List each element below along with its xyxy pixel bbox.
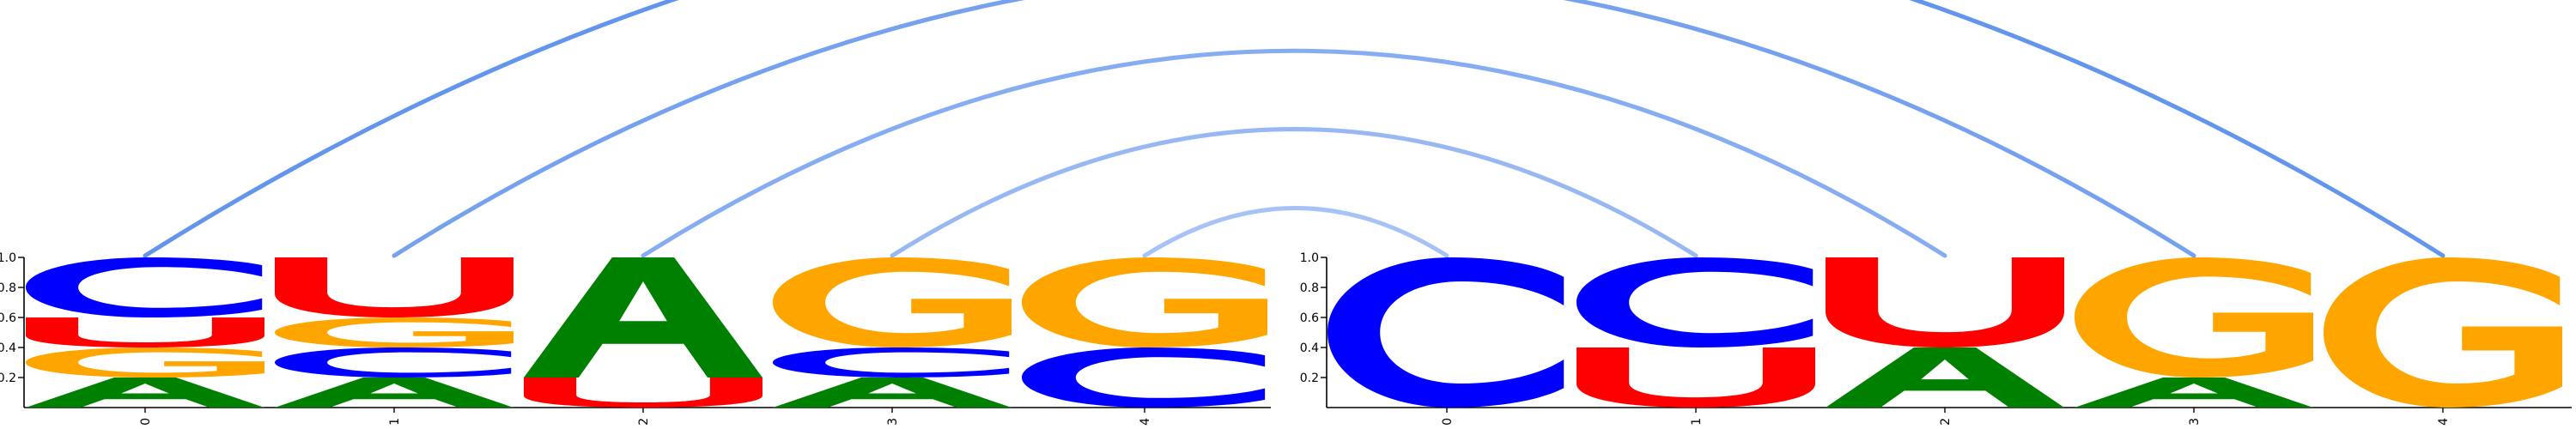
y-tick-label: 1.0 — [0, 251, 16, 265]
letter-c-glyph — [1327, 257, 1564, 408]
letter-u-glyph — [1826, 257, 2064, 347]
pair-arc — [143, 0, 2445, 258]
letter-u-glyph — [275, 257, 513, 317]
logo-panel-right: 0.2 0.4 0.6 0.8 1.0 0 1 2 3 4 — [1300, 251, 2572, 426]
position-column — [524, 257, 762, 408]
pair-arc — [890, 127, 1698, 258]
position-column — [26, 257, 264, 408]
letter-a-glyph — [524, 257, 762, 378]
letter-g-glyph — [1022, 257, 1267, 347]
letter-c-glyph — [1022, 347, 1266, 408]
position-column — [1022, 257, 1267, 408]
x-tick-label: 3 — [886, 418, 900, 426]
x-tick-label: 2 — [637, 418, 651, 426]
letter-a-glyph — [773, 378, 1012, 408]
x-tick-label: 2 — [1939, 418, 1953, 426]
letter-u-glyph — [26, 317, 264, 347]
y-tick-label: 0.2 — [1300, 372, 1319, 385]
y-tick-label: 1.0 — [1300, 251, 1319, 265]
position-column — [2075, 257, 2313, 408]
position-column — [275, 257, 513, 408]
letter-g-glyph — [773, 257, 1012, 347]
letter-a-glyph — [1826, 347, 2064, 408]
letter-u-glyph — [1577, 347, 1815, 408]
position-column — [1826, 257, 2064, 408]
letter-c-glyph — [773, 347, 1010, 378]
x-tick-label: 4 — [2437, 418, 2451, 426]
y-tick-label: 0.8 — [1300, 281, 1319, 295]
y-tick-label: 0.6 — [1300, 311, 1319, 325]
y-tick-label: 0.4 — [0, 341, 16, 355]
letter-c-glyph — [1577, 257, 1814, 347]
x-tick-label: 1 — [1690, 418, 1704, 426]
position-column — [773, 257, 1012, 408]
x-tick-label: 1 — [388, 418, 402, 426]
letter-a-glyph — [2075, 378, 2313, 408]
letter-c-glyph — [26, 257, 263, 317]
pair-arc — [392, 0, 2196, 258]
x-tick-label: 0 — [1441, 418, 1455, 426]
pair-arc — [1142, 206, 1449, 258]
letter-g-glyph — [2324, 257, 2562, 408]
letter-g-glyph — [26, 347, 264, 378]
logo-panel-left: 0.2 0.4 0.6 0.8 1.0 0 1 2 3 4 — [0, 251, 1271, 426]
position-column — [1577, 257, 1815, 408]
y-tick-label: 0.6 — [0, 311, 16, 325]
x-tick-label: 0 — [139, 418, 153, 426]
position-column — [1327, 257, 1564, 408]
letter-g-glyph — [275, 317, 513, 347]
y-tick-label: 0.2 — [0, 372, 16, 385]
pair-arc — [641, 48, 1947, 258]
letter-u-glyph — [524, 378, 762, 408]
letter-a-glyph — [275, 378, 513, 408]
y-tick-label: 0.4 — [1300, 341, 1319, 355]
y-tick-label: 0.8 — [0, 281, 16, 295]
position-column — [2324, 257, 2562, 408]
letter-g-glyph — [2075, 257, 2313, 378]
x-tick-label: 3 — [2188, 418, 2202, 426]
pair-arcs — [143, 0, 2445, 258]
x-tick-label: 4 — [1139, 418, 1152, 426]
letter-c-glyph — [275, 347, 512, 378]
letter-a-glyph — [26, 378, 264, 408]
